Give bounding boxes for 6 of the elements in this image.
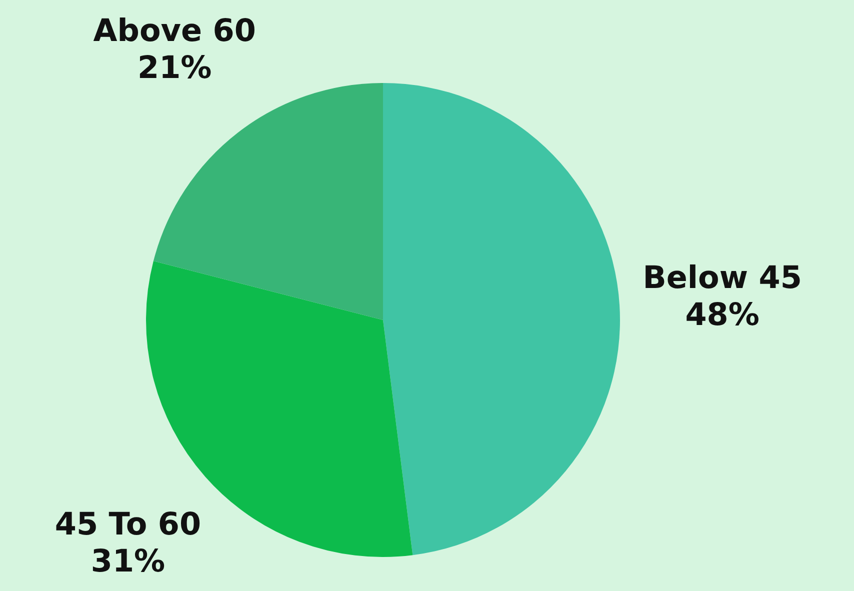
slice-label: Above 60: [93, 12, 256, 49]
data-label: 21%: [138, 50, 212, 86]
data-label: 48%: [685, 297, 760, 334]
slice-label: Below 45: [642, 260, 802, 296]
data-label: 31%: [90, 543, 166, 580]
slice-label: 45 To 60: [54, 506, 202, 542]
